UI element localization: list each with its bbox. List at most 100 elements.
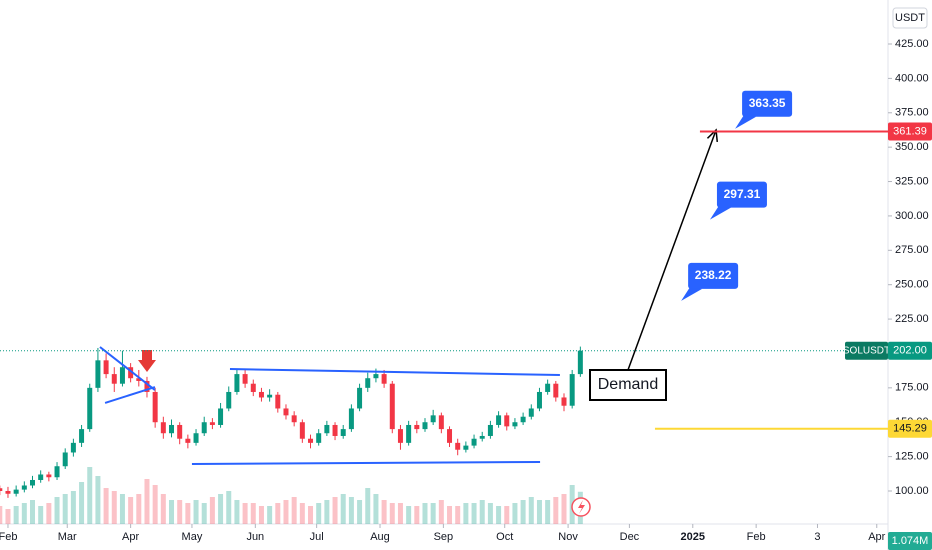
volume-bar xyxy=(471,503,477,524)
candle-body xyxy=(46,474,52,478)
x-tick-label: Apr xyxy=(868,531,885,543)
volume-bar xyxy=(316,503,322,524)
volume-bar xyxy=(258,506,264,524)
candle-body xyxy=(512,422,518,427)
volume-bar xyxy=(545,500,551,524)
note-text: Demand xyxy=(598,376,658,393)
candle-body xyxy=(406,424,412,443)
volume-bar xyxy=(54,497,60,524)
volume-tag xyxy=(888,532,932,550)
volume-bar xyxy=(553,497,559,524)
candle-body xyxy=(218,408,224,425)
candle-body xyxy=(128,367,134,379)
volume-bar xyxy=(169,500,175,524)
target-pointer xyxy=(735,114,757,129)
alert-bolt xyxy=(578,500,585,514)
candle-body xyxy=(520,416,526,423)
volume-bar xyxy=(136,494,142,524)
candle-body xyxy=(414,424,420,430)
level-tag xyxy=(888,122,932,141)
candle-body xyxy=(111,374,117,384)
candle-body xyxy=(177,424,183,439)
volume-bar xyxy=(381,500,387,524)
y-tick-label: 275.00 xyxy=(895,244,929,256)
x-tick-label: Jun xyxy=(246,531,264,543)
x-tick-label: May xyxy=(182,531,203,543)
volume-bar xyxy=(365,488,371,524)
candle-body xyxy=(332,424,338,436)
candle-body xyxy=(438,415,444,430)
candle-body xyxy=(103,360,109,375)
volume-bar xyxy=(389,503,395,524)
y-tick-label: 350.00 xyxy=(895,141,929,153)
volume-bar xyxy=(283,500,289,524)
candle-body xyxy=(479,435,485,439)
candle-body xyxy=(0,488,3,491)
target-box xyxy=(742,90,793,117)
x-tick-label: Feb xyxy=(747,531,766,543)
volume-bar xyxy=(103,488,109,524)
candle-body xyxy=(70,442,76,453)
volume-bar xyxy=(512,503,518,524)
volume-bar xyxy=(95,476,101,524)
trend-line xyxy=(229,368,560,377)
candle-body xyxy=(267,394,273,398)
x-tick-label: Sep xyxy=(434,531,454,543)
target-pointer xyxy=(709,205,731,220)
volume-bar xyxy=(324,500,330,524)
currency-box[interactable] xyxy=(892,7,928,29)
target-pointer xyxy=(681,286,703,301)
candle-body xyxy=(569,374,575,406)
volume-bar xyxy=(414,506,420,524)
volume-bar xyxy=(185,503,191,524)
candle-body xyxy=(430,415,436,423)
candle-body xyxy=(348,408,354,430)
volume-bar xyxy=(487,503,493,524)
candle-body xyxy=(316,433,322,443)
volume-bar xyxy=(21,503,27,524)
signal-arrow xyxy=(138,350,156,372)
y-tick-label: 400.00 xyxy=(895,72,929,84)
volume-bar xyxy=(520,500,526,524)
candle-body xyxy=(487,424,493,436)
candle-body xyxy=(463,445,469,450)
level-tag xyxy=(888,419,932,438)
candle-body xyxy=(119,367,125,384)
volume-bar xyxy=(267,506,273,524)
candle-body xyxy=(471,438,477,446)
candle-body xyxy=(308,438,314,443)
candle-body xyxy=(528,408,534,417)
x-tick-label: 3 xyxy=(814,531,820,543)
y-tick-label: 375.00 xyxy=(895,107,929,119)
volume-bar xyxy=(160,494,166,524)
symbol-label: SOLUSDT xyxy=(843,345,890,356)
volume-bar xyxy=(46,503,52,524)
y-tick-label: 325.00 xyxy=(895,175,929,187)
volume-bar xyxy=(340,494,346,524)
marks xyxy=(0,346,583,524)
trend-line xyxy=(99,346,156,391)
x-tick-label: Aug xyxy=(370,531,390,543)
candle-body xyxy=(553,383,559,398)
candle-body xyxy=(536,391,542,409)
volume-bar xyxy=(234,500,240,524)
volume-bar xyxy=(275,503,281,524)
volume-bar xyxy=(38,506,44,524)
volume-bar xyxy=(177,500,183,524)
candle-body xyxy=(87,387,93,430)
currency: USDT xyxy=(895,12,925,24)
volume-bar xyxy=(438,500,444,524)
volume-tag-label: 1.074M xyxy=(892,535,929,547)
volume-bar xyxy=(536,500,542,524)
volume-bar xyxy=(528,497,534,524)
x-tick-label: Nov xyxy=(558,531,578,543)
volume-bar xyxy=(218,494,224,524)
note-box xyxy=(589,369,667,401)
volume-bar xyxy=(504,506,510,524)
volume-bar xyxy=(0,506,3,524)
arrow-head xyxy=(706,128,719,142)
volume-bar xyxy=(242,503,248,524)
candle-body xyxy=(169,424,175,434)
volume-bar xyxy=(87,467,93,524)
y-tick-label: 175.00 xyxy=(895,382,929,394)
